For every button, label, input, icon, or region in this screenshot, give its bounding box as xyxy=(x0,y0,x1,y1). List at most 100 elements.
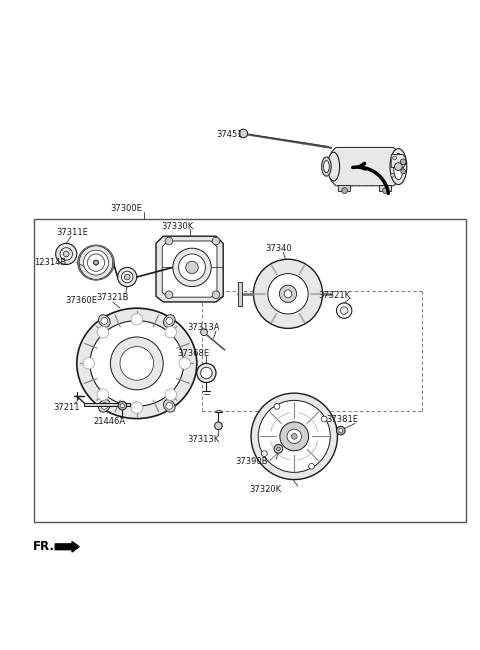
Circle shape xyxy=(383,188,388,194)
Circle shape xyxy=(395,162,402,170)
Polygon shape xyxy=(391,155,406,168)
Circle shape xyxy=(97,326,108,338)
Circle shape xyxy=(212,291,220,298)
Circle shape xyxy=(268,274,308,314)
Circle shape xyxy=(166,318,173,324)
Circle shape xyxy=(165,389,177,400)
Circle shape xyxy=(173,248,211,287)
Circle shape xyxy=(336,426,345,435)
Ellipse shape xyxy=(390,149,407,185)
Text: 37321B: 37321B xyxy=(96,292,129,302)
Ellipse shape xyxy=(98,400,110,412)
Ellipse shape xyxy=(164,315,175,327)
Circle shape xyxy=(165,291,173,298)
Ellipse shape xyxy=(322,157,331,176)
Circle shape xyxy=(165,326,177,338)
Circle shape xyxy=(94,260,98,265)
Text: 37313A: 37313A xyxy=(187,324,220,332)
Circle shape xyxy=(401,169,406,174)
Text: 37368E: 37368E xyxy=(178,349,210,358)
Polygon shape xyxy=(238,282,242,306)
Circle shape xyxy=(212,237,220,245)
Circle shape xyxy=(239,129,248,138)
Circle shape xyxy=(186,261,198,274)
Circle shape xyxy=(97,389,108,400)
Circle shape xyxy=(274,404,280,410)
Text: FR.: FR. xyxy=(33,540,55,553)
Circle shape xyxy=(342,188,348,194)
Polygon shape xyxy=(331,148,398,186)
Circle shape xyxy=(179,254,205,281)
Ellipse shape xyxy=(90,320,183,406)
Circle shape xyxy=(391,174,395,177)
Circle shape xyxy=(251,393,337,480)
Text: 37300E: 37300E xyxy=(110,204,142,213)
Text: 37381E: 37381E xyxy=(326,415,359,424)
Ellipse shape xyxy=(78,245,114,280)
Ellipse shape xyxy=(84,250,108,275)
Circle shape xyxy=(121,271,133,283)
Ellipse shape xyxy=(327,152,339,181)
Circle shape xyxy=(340,307,348,315)
Circle shape xyxy=(279,285,297,302)
Circle shape xyxy=(274,445,283,453)
Circle shape xyxy=(336,303,352,318)
Text: 12314B: 12314B xyxy=(35,258,67,267)
Ellipse shape xyxy=(98,315,110,327)
Circle shape xyxy=(166,402,173,410)
Circle shape xyxy=(258,400,330,473)
Text: 37330K: 37330K xyxy=(162,222,194,231)
Text: 37321K: 37321K xyxy=(318,291,350,300)
Circle shape xyxy=(253,259,323,328)
Circle shape xyxy=(280,422,309,450)
Circle shape xyxy=(131,402,143,413)
Ellipse shape xyxy=(394,153,403,180)
Circle shape xyxy=(309,463,314,469)
Circle shape xyxy=(284,290,292,298)
Text: 37390B: 37390B xyxy=(235,458,268,466)
Circle shape xyxy=(201,329,207,335)
FancyArrow shape xyxy=(55,541,79,552)
Circle shape xyxy=(197,363,216,383)
Circle shape xyxy=(287,429,301,443)
Circle shape xyxy=(83,358,95,369)
Ellipse shape xyxy=(77,308,197,419)
Circle shape xyxy=(60,248,72,260)
Circle shape xyxy=(276,447,280,450)
Circle shape xyxy=(101,318,108,324)
Circle shape xyxy=(393,156,396,160)
Circle shape xyxy=(56,243,77,265)
Circle shape xyxy=(120,404,124,408)
Text: 37211: 37211 xyxy=(54,403,80,412)
Circle shape xyxy=(165,237,173,245)
Circle shape xyxy=(118,401,127,410)
Polygon shape xyxy=(156,236,223,302)
Circle shape xyxy=(215,422,222,430)
Circle shape xyxy=(339,429,343,432)
Bar xyxy=(34,220,466,522)
Circle shape xyxy=(201,367,212,379)
Circle shape xyxy=(262,450,267,456)
Circle shape xyxy=(131,313,143,325)
Circle shape xyxy=(118,267,137,287)
Ellipse shape xyxy=(324,161,329,173)
Circle shape xyxy=(101,402,108,410)
Circle shape xyxy=(400,159,406,164)
Text: 21446A: 21446A xyxy=(94,417,126,426)
Text: 37360E: 37360E xyxy=(65,296,97,305)
Polygon shape xyxy=(338,185,350,190)
Circle shape xyxy=(110,337,163,390)
Polygon shape xyxy=(84,403,130,406)
Circle shape xyxy=(179,358,191,369)
Ellipse shape xyxy=(164,400,175,412)
Text: 37451: 37451 xyxy=(216,130,242,139)
Text: 37311E: 37311E xyxy=(57,228,88,237)
Polygon shape xyxy=(162,241,217,297)
Circle shape xyxy=(291,434,297,439)
Ellipse shape xyxy=(94,260,98,265)
Circle shape xyxy=(120,346,154,380)
Text: 37320K: 37320K xyxy=(250,485,282,493)
Text: 37313K: 37313K xyxy=(187,435,219,444)
Circle shape xyxy=(321,416,327,422)
Circle shape xyxy=(63,251,69,257)
